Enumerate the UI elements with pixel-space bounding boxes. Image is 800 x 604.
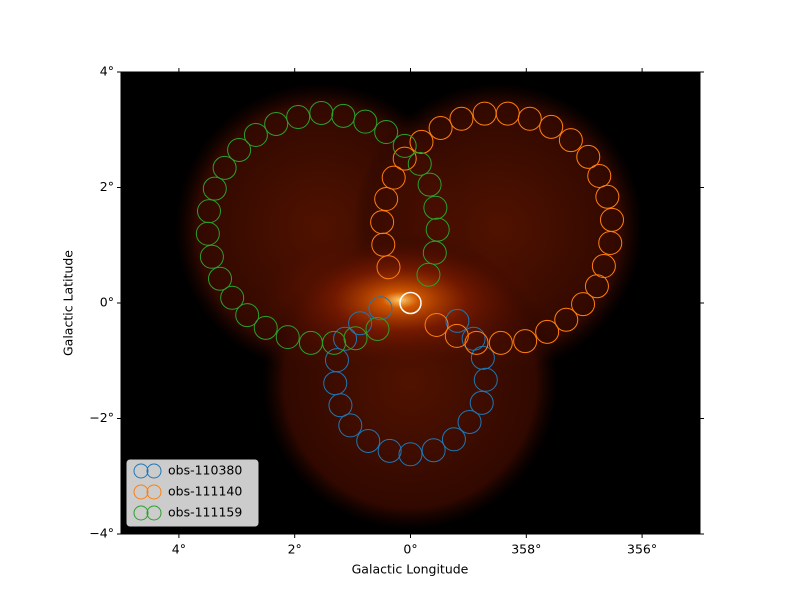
pointing-circle	[377, 438, 402, 463]
pointing-circle	[421, 438, 446, 463]
x-tick-label: 358°	[511, 542, 541, 557]
legend-label: obs-111140	[168, 484, 242, 499]
legend-symbol	[146, 463, 162, 479]
y-axis-label: Galactic Latitude	[61, 250, 76, 356]
y-tick-label: 0°	[100, 295, 114, 310]
pointing-circle	[348, 311, 373, 336]
pointing-circle	[322, 330, 347, 355]
legend-label: obs-110380	[168, 463, 242, 478]
pointing-circle	[457, 409, 482, 434]
pointing-circle	[220, 285, 245, 310]
pointing-circle	[365, 316, 390, 341]
pointing-circle	[309, 101, 334, 126]
pointing-circle	[449, 106, 474, 131]
legend-symbol	[133, 484, 149, 500]
pointing-circle	[576, 144, 601, 169]
pointing-circle	[202, 176, 227, 201]
pointing-circle	[208, 266, 233, 291]
pointing-circle	[374, 120, 399, 145]
pointing-circle	[331, 103, 356, 128]
pointing-circle	[275, 325, 300, 350]
pointing-circle	[488, 330, 513, 355]
legend-symbol	[133, 505, 149, 521]
pointing-circle	[587, 163, 612, 188]
pointing-circle	[199, 244, 224, 269]
pointing-circle	[253, 315, 278, 340]
pointing-circle	[338, 413, 363, 438]
pointing-circle	[343, 326, 368, 351]
legend-symbol	[133, 463, 149, 479]
pointing-circle	[554, 307, 579, 332]
pointing-circle	[195, 221, 220, 246]
pointing-circle	[424, 312, 449, 337]
pointing-circle	[464, 330, 489, 355]
pointing-circle	[381, 165, 406, 190]
pointing-circle	[376, 255, 401, 280]
x-tick-label: 4°	[172, 542, 186, 557]
pointing-circle	[416, 262, 441, 287]
pointing-circle	[571, 292, 596, 317]
source-marker	[399, 291, 422, 315]
pointing-circle	[535, 319, 560, 344]
pointing-circle	[371, 232, 396, 257]
pointing-circle	[407, 151, 432, 176]
pointing-circle	[356, 429, 381, 454]
pointing-circle	[392, 146, 417, 171]
pointing-circle	[212, 155, 237, 180]
pointing-circle	[599, 207, 624, 232]
pointing-circle	[469, 390, 494, 415]
pointing-circle	[425, 217, 450, 242]
pointing-circle	[243, 122, 268, 147]
pointing-circle	[227, 137, 252, 162]
pointing-circle	[513, 329, 538, 354]
pointing-circle	[472, 101, 497, 126]
y-tick-label: 2°	[100, 179, 114, 194]
y-tick-label: −2°	[89, 410, 114, 425]
pointing-circle	[428, 116, 453, 141]
pointing-circle	[328, 393, 353, 418]
pointing-circle	[417, 172, 442, 197]
pointing-circle	[286, 105, 311, 130]
y-tick-label: −4°	[89, 526, 114, 541]
pointing-circle	[392, 133, 417, 158]
x-tick-label: 356°	[627, 542, 657, 557]
pointing-circle	[368, 296, 393, 321]
pointing-circle	[333, 326, 358, 351]
y-tick-label: 4°	[100, 64, 114, 79]
pointing-circle	[445, 308, 470, 333]
pointing-circle	[235, 303, 260, 328]
legend-symbol	[146, 484, 162, 500]
pointing-circle	[444, 323, 469, 348]
legend-symbol	[146, 505, 162, 521]
x-tick-label: 2°	[288, 542, 302, 557]
pointing-circle	[398, 442, 423, 467]
pointing-circle	[558, 128, 583, 153]
pointing-circle	[591, 254, 616, 279]
pointing-circle	[595, 184, 620, 209]
pointing-circle	[441, 427, 466, 452]
pointing-circle	[423, 195, 448, 220]
pointing-circle	[409, 129, 434, 154]
x-axis-label: Galactic Longitude	[352, 562, 469, 577]
pointing-circle	[539, 114, 564, 139]
x-tick-label: 0°	[403, 542, 417, 557]
pointing-circle	[374, 187, 399, 212]
pointing-circle	[473, 367, 498, 392]
legend-label: obs-111159	[168, 505, 242, 520]
pointing-circle	[264, 111, 289, 136]
pointing-circle	[461, 326, 486, 351]
